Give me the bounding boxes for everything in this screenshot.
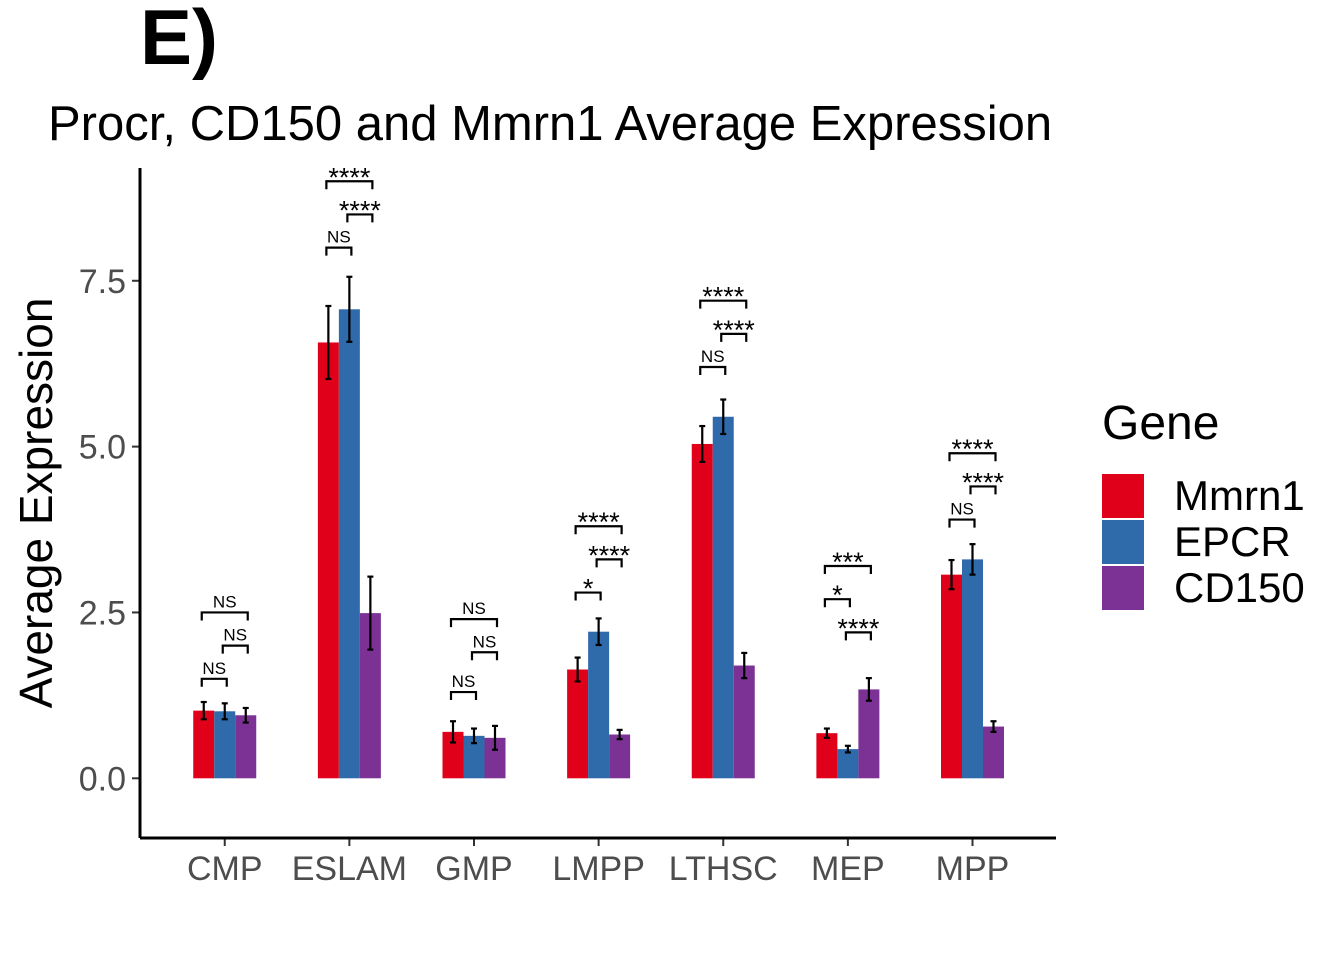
bar	[442, 731, 464, 779]
significance-label: ****	[713, 315, 756, 345]
x-tick-label: MPP	[936, 850, 1010, 888]
significance-label: *	[832, 580, 843, 610]
bar	[941, 574, 963, 779]
significance-label: ****	[328, 162, 371, 192]
significance-label: NS	[213, 592, 237, 611]
legend-item: Mmrn1	[1102, 472, 1305, 519]
significance-bracket	[699, 365, 727, 376]
significance-bracket	[844, 631, 872, 641]
legend-swatch	[1102, 474, 1144, 518]
significance-label: NS	[327, 228, 351, 247]
significance-bracket	[574, 525, 623, 535]
x-tick-label: LMPP	[552, 850, 645, 888]
y-axis-ticks: 0.0 2.5 5.0 7.5	[79, 263, 140, 798]
bar	[816, 733, 838, 779]
legend-label: EPCR	[1174, 518, 1291, 565]
bar	[691, 443, 713, 779]
bar	[712, 416, 734, 779]
significance-label: ****	[588, 540, 631, 570]
bar	[359, 613, 381, 779]
legend-items: Mmrn1 EPCR CD150	[1102, 472, 1305, 611]
bar	[837, 749, 859, 779]
significance-bracket	[325, 180, 374, 190]
significance-label: NS	[452, 672, 476, 691]
legend-label: Mmrn1	[1174, 472, 1305, 519]
significance-label: ****	[339, 195, 382, 225]
bar	[235, 715, 257, 779]
significance-label: ***	[832, 547, 864, 577]
x-tick-label: ESLAM	[292, 850, 407, 888]
significance-bracket	[823, 564, 872, 575]
bar	[962, 559, 984, 779]
y-tick-label: 5.0	[79, 429, 126, 467]
y-axis-label: Average Expression	[10, 298, 62, 709]
significance-bracket	[449, 617, 499, 628]
significance-bracket	[346, 213, 374, 223]
y-tick-label: 7.5	[79, 263, 126, 301]
x-tick-label: CMP	[187, 850, 263, 888]
bar	[214, 711, 236, 779]
bar	[733, 665, 755, 779]
bar	[858, 689, 880, 779]
significance-label: NS	[473, 632, 497, 651]
bar	[463, 735, 485, 779]
bar	[588, 631, 610, 779]
significance-label: NS	[701, 347, 725, 366]
significance-bracket	[325, 246, 353, 256]
y-tick-label: 0.0	[79, 760, 126, 798]
bar	[567, 669, 589, 779]
significance-bracket	[720, 332, 748, 342]
significance-label: NS	[462, 599, 486, 618]
legend-item: EPCR	[1102, 518, 1305, 565]
bar	[338, 309, 360, 779]
significance-label: ****	[962, 467, 1005, 497]
significance-bracket	[595, 558, 623, 568]
legend-item: CD150	[1102, 564, 1305, 611]
bar	[609, 734, 631, 779]
significance-bracket	[221, 644, 249, 654]
x-tick-label: LTHSC	[669, 850, 778, 888]
significance-brackets: NSNSNSNS********NSNSNS*********NS*******…	[200, 162, 1005, 701]
x-tick-label: GMP	[435, 850, 512, 888]
significance-bracket	[470, 651, 499, 661]
significance-bracket	[823, 598, 851, 608]
x-axis-ticks: CMP ESLAM GMP LMPP LTHSC MEP MPP	[187, 838, 1009, 888]
chart-title: Procr, CD150 and Mmrn1 Average Expressio…	[48, 97, 1053, 151]
significance-label: NS	[223, 626, 247, 645]
panel-label: E)	[140, 0, 218, 81]
significance-label: ****	[578, 507, 621, 537]
y-tick-label: 2.5	[79, 594, 126, 632]
bar	[317, 342, 339, 779]
legend-swatch	[1102, 566, 1144, 610]
significance-label: ****	[702, 282, 745, 312]
legend-label: CD150	[1174, 564, 1305, 611]
significance-bracket	[449, 690, 478, 701]
legend-swatch	[1102, 520, 1144, 564]
significance-bracket	[699, 299, 748, 309]
significance-bracket	[200, 611, 249, 621]
bar	[983, 726, 1005, 779]
error-bars	[200, 275, 997, 754]
significance-label: NS	[202, 659, 226, 678]
significance-bracket	[948, 452, 997, 462]
significance-bracket	[574, 591, 602, 601]
legend-title: Gene	[1102, 397, 1220, 450]
bar	[193, 710, 215, 779]
significance-label: ****	[837, 613, 880, 643]
significance-label: ****	[951, 434, 994, 464]
x-tick-label: MEP	[811, 850, 885, 888]
significance-bracket	[969, 485, 997, 495]
significance-label: *	[583, 574, 594, 604]
bars	[193, 309, 1005, 779]
significance-label: NS	[950, 500, 974, 519]
legend: Gene Mmrn1 EPCR CD150	[1102, 396, 1305, 611]
significance-bracket	[200, 677, 228, 687]
significance-bracket	[948, 518, 976, 528]
bar	[484, 737, 506, 779]
